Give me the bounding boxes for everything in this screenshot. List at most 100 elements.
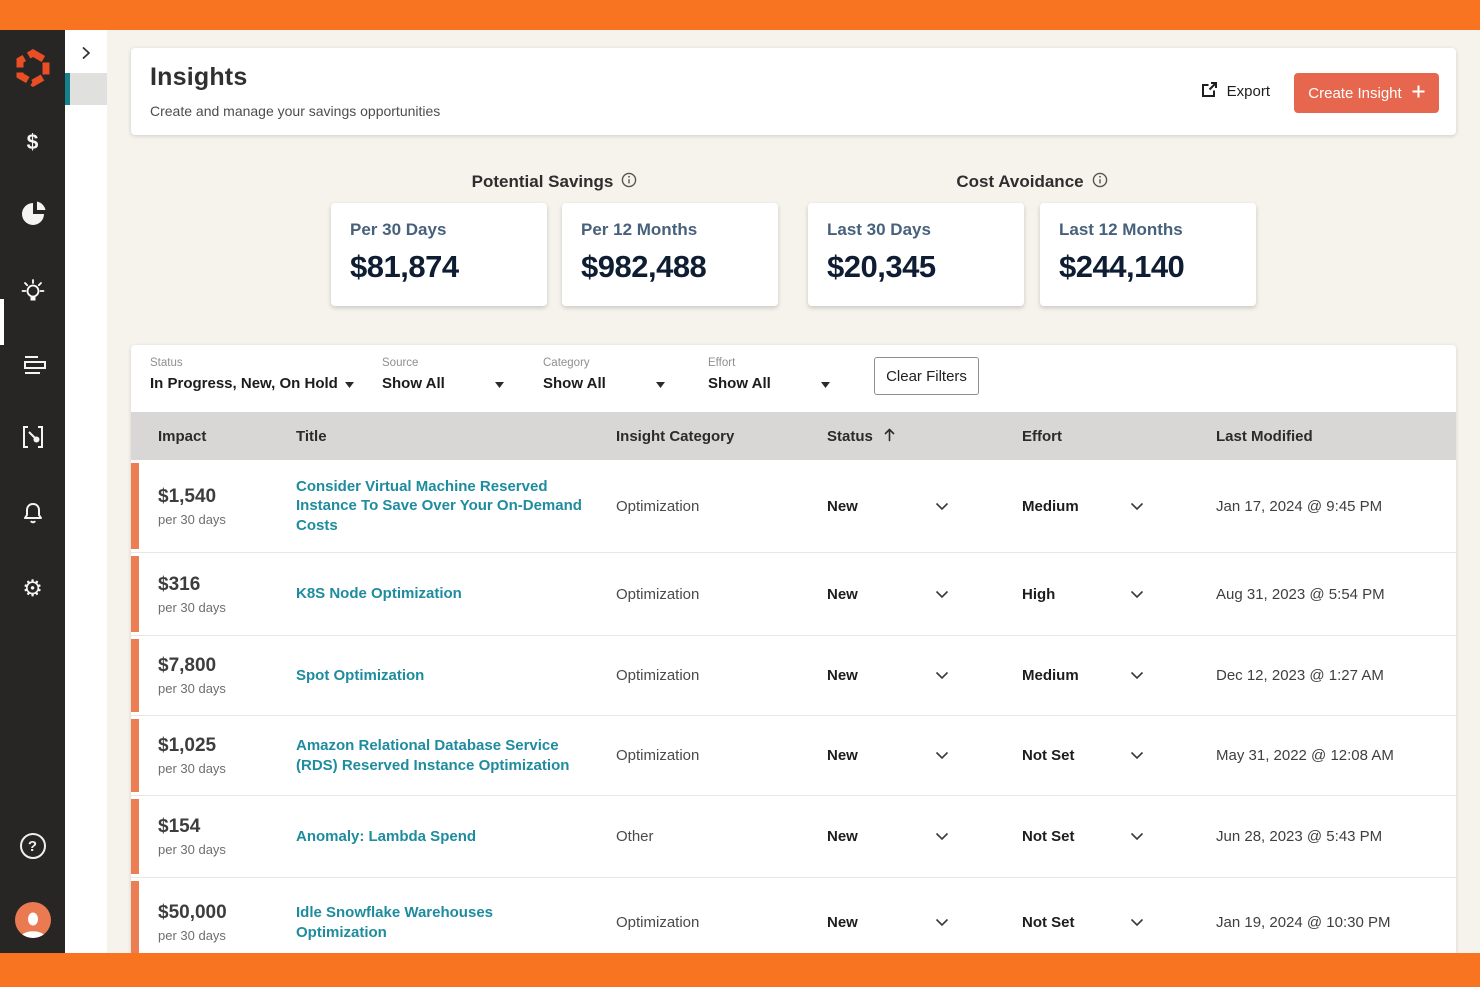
insights-table-card: Status In Progress, New, On Hold Source … (131, 345, 1456, 953)
info-icon[interactable] (1092, 172, 1108, 193)
create-insight-label: Create Insight (1308, 85, 1401, 102)
insight-title-link[interactable]: K8S Node Optimization (296, 585, 462, 602)
impact-cell: $316 per 30 days (131, 574, 296, 615)
chevron-down-icon (935, 914, 949, 931)
status-select[interactable]: New (827, 747, 949, 764)
impact-cell: $7,800 per 30 days (131, 655, 296, 696)
sort-ascending-icon (883, 427, 896, 446)
sidebar-item-analytics[interactable] (0, 192, 65, 236)
column-header-effort[interactable]: Effort (1022, 428, 1216, 445)
bell-icon (20, 500, 46, 526)
insight-title-link[interactable]: Idle Snowflake Warehouses Optimization (296, 904, 493, 940)
last-modified-cell: Aug 31, 2023 @ 5:54 PM (1216, 586, 1456, 603)
effort-select[interactable]: Not Set (1022, 747, 1144, 764)
impact-cell: $50,000 per 30 days (131, 902, 296, 943)
effort-select[interactable]: Medium (1022, 498, 1144, 515)
filter-label: Category (543, 357, 665, 369)
chevron-down-icon (1130, 586, 1144, 603)
source-filter[interactable]: Source Show All (382, 357, 504, 392)
sidebar-item-resources[interactable] (0, 343, 65, 387)
status-select[interactable]: New (827, 498, 949, 515)
impact-cell: $1,025 per 30 days (131, 735, 296, 776)
stat-label: Last 30 Days (827, 220, 1024, 240)
page-title: Insights (150, 63, 247, 92)
column-header-status[interactable]: Status (827, 427, 1022, 446)
stat-card-per-30-days: Per 30 Days $81,874 (331, 203, 547, 306)
help-button[interactable]: ? (0, 824, 65, 868)
sidebar-expand-button[interactable] (65, 40, 107, 70)
caret-down-icon (495, 375, 504, 392)
clear-filters-button[interactable]: Clear Filters (874, 357, 979, 395)
sidebar-item-explorer[interactable] (0, 415, 65, 459)
category-cell: Other (616, 828, 827, 845)
info-icon[interactable] (621, 172, 637, 193)
last-modified-cell: May 31, 2022 @ 12:08 AM (1216, 747, 1456, 764)
chevron-down-icon (935, 667, 949, 684)
column-header-last-modified[interactable]: Last Modified (1216, 428, 1456, 445)
page-header: Insights Create and manage your savings … (131, 48, 1456, 135)
status-select[interactable]: New (827, 914, 949, 931)
stat-value: $244,140 (1059, 249, 1256, 285)
export-button[interactable]: Export (1201, 73, 1270, 109)
create-insight-button[interactable]: Create Insight (1294, 73, 1439, 113)
export-label: Export (1227, 83, 1270, 100)
effort-select[interactable]: High (1022, 586, 1144, 603)
column-header-title[interactable]: Title (296, 428, 616, 445)
bottom-accent-bar (0, 953, 1480, 987)
insight-title-link[interactable]: Amazon Relational Database Service (RDS)… (296, 737, 569, 773)
chevron-down-icon (1130, 667, 1144, 684)
chevron-down-icon (1130, 914, 1144, 931)
category-cell: Optimization (616, 586, 827, 603)
insight-title-link[interactable]: Consider Virtual Machine Reserved Instan… (296, 478, 582, 533)
caret-down-icon (345, 375, 354, 392)
table-body: $1,540 per 30 days Consider Virtual Mach… (131, 460, 1456, 953)
column-header-impact[interactable]: Impact (131, 428, 296, 445)
lightbulb-icon (18, 276, 48, 306)
chevron-down-icon (1130, 498, 1144, 515)
stat-label: Per 30 Days (350, 220, 547, 240)
insight-title-link[interactable]: Spot Optimization (296, 667, 424, 684)
column-header-category[interactable]: Insight Category (616, 428, 827, 445)
section-title-text: Cost Avoidance (956, 172, 1083, 192)
sidebar-item-settings[interactable]: ⚙ (0, 566, 65, 610)
table-row: $1,540 per 30 days Consider Virtual Mach… (131, 460, 1456, 553)
category-filter[interactable]: Category Show All (543, 357, 665, 392)
effort-filter[interactable]: Effort Show All (708, 357, 830, 392)
sidebar: $ (0, 30, 65, 953)
caret-down-icon (656, 375, 665, 392)
stat-card-per-12-months: Per 12 Months $982,488 (562, 203, 778, 306)
status-select[interactable]: New (827, 586, 949, 603)
filter-label: Effort (708, 357, 830, 369)
stat-card-last-12-months: Last 12 Months $244,140 (1040, 203, 1256, 306)
filter-value: Show All (708, 375, 771, 392)
sidebar-item-spend[interactable]: $ (0, 121, 65, 165)
effort-select[interactable]: Not Set (1022, 914, 1144, 931)
effort-select[interactable]: Medium (1022, 667, 1144, 684)
filter-value: Show All (382, 375, 445, 392)
collapsed-subnav-item[interactable] (65, 73, 107, 105)
filter-value: Show All (543, 375, 606, 392)
status-select[interactable]: New (827, 828, 949, 845)
chevron-down-icon (935, 828, 949, 845)
stat-card-last-30-days: Last 30 Days $20,345 (808, 203, 1024, 306)
help-icon: ? (20, 833, 46, 859)
chevron-down-icon (935, 747, 949, 764)
user-avatar[interactable] (0, 898, 65, 942)
impact-cell: $154 per 30 days (131, 816, 296, 857)
app-logo[interactable] (0, 46, 65, 90)
sidebar-item-insights[interactable] (0, 269, 65, 313)
status-select[interactable]: New (827, 667, 949, 684)
chevron-down-icon (935, 498, 949, 515)
last-modified-cell: Jan 19, 2024 @ 10:30 PM (1216, 914, 1456, 931)
category-cell: Optimization (616, 747, 827, 764)
status-filter[interactable]: Status In Progress, New, On Hold (150, 357, 354, 392)
insight-title-link[interactable]: Anomaly: Lambda Spend (296, 828, 476, 845)
effort-select[interactable]: Not Set (1022, 828, 1144, 845)
app-window: $ (0, 0, 1480, 987)
sidebar-item-notifications[interactable] (0, 491, 65, 535)
export-icon (1201, 81, 1218, 102)
cloudzero-logo-icon (13, 48, 53, 88)
filter-value: In Progress, New, On Hold (150, 375, 338, 392)
table-row: $1,025 per 30 days Amazon Relational Dat… (131, 716, 1456, 796)
category-cell: Optimization (616, 914, 827, 931)
